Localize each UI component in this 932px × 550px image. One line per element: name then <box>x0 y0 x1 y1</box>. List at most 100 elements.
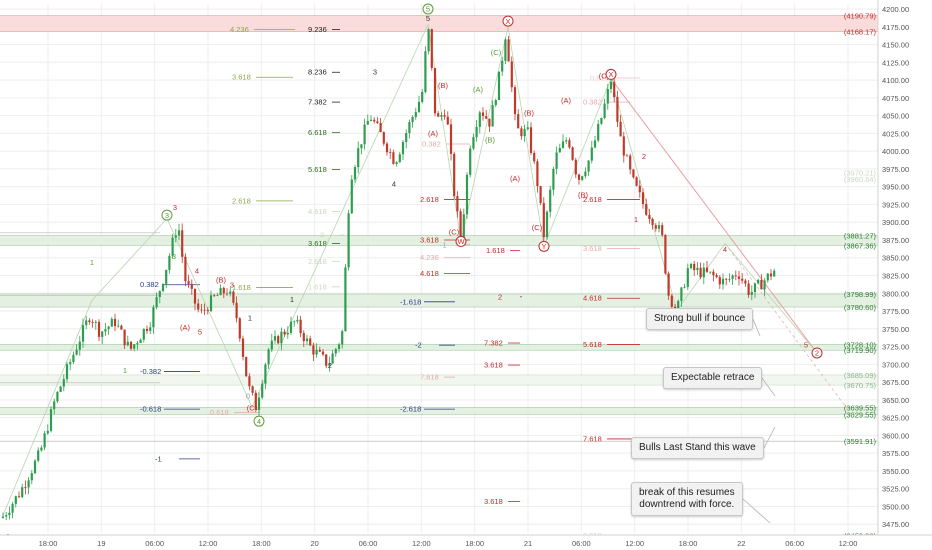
candle-body <box>424 51 427 93</box>
y-tick-label: 3950.00 <box>882 183 909 192</box>
candle-body <box>513 87 517 115</box>
candle-body <box>667 273 670 296</box>
candle-body <box>142 328 145 340</box>
candle-body <box>241 338 245 357</box>
zone-label: (3639.55) <box>844 403 877 412</box>
candle-body <box>222 287 225 294</box>
candle-body <box>59 386 62 392</box>
wave-circle-label: 5 <box>426 5 430 14</box>
candle-body <box>91 322 94 323</box>
fib-label: -0.382 <box>140 367 161 376</box>
candle-body <box>197 303 200 310</box>
candle-body <box>721 278 725 285</box>
candle-body <box>366 120 369 125</box>
candle-body <box>72 354 75 363</box>
candle-body <box>229 291 232 294</box>
candle-body <box>453 153 456 197</box>
candle-body <box>225 293 229 295</box>
x-tick-label: 20 <box>310 539 318 548</box>
y-tick-label: 3500.00 <box>882 502 909 511</box>
candle-body <box>568 140 571 148</box>
candle-body <box>392 152 395 164</box>
candle-body <box>110 318 113 327</box>
fib-label: 3 <box>320 230 324 239</box>
candle-body <box>654 225 657 229</box>
candle-body <box>661 225 664 235</box>
candle-body <box>245 356 248 377</box>
wave-circle <box>253 415 265 427</box>
x-tick-label: 22 <box>737 539 745 548</box>
wave-circle <box>605 68 617 80</box>
projection-line <box>610 78 818 354</box>
candle-body <box>56 391 59 402</box>
candle-body <box>181 230 184 257</box>
candle-body <box>117 325 120 327</box>
candle-body <box>616 97 619 122</box>
candle-body <box>216 295 219 296</box>
wave-circle <box>455 235 467 247</box>
candle-body <box>625 155 629 157</box>
candle-body <box>312 345 315 355</box>
candle-body <box>734 275 737 277</box>
wave-circle-label: 3 <box>165 211 169 220</box>
annotation-text: Bulls Last Stand this wave <box>639 442 756 453</box>
candle-body <box>635 177 638 186</box>
x-tick-label: 18:00 <box>252 539 271 548</box>
candle-body <box>315 349 318 355</box>
price-zones: (4190.79) (4168.17) (3881.27)(3867.36) (379… <box>0 12 878 545</box>
candle-body <box>264 364 267 384</box>
candle-body <box>11 503 14 513</box>
candle-body <box>107 326 110 330</box>
price-zone <box>0 374 878 386</box>
wave-circle <box>422 3 434 15</box>
candle-body <box>219 287 222 296</box>
wave-labels: 5 3 4 2 1 (A) (B) (C) (A) (B) (C) (B) (A) (C) (A) (B) (C… <box>6 3 823 541</box>
candle-body <box>411 116 414 123</box>
price-zone <box>0 293 878 308</box>
candle-body <box>536 161 539 187</box>
candle-body <box>46 430 49 434</box>
candle-body <box>155 297 158 308</box>
y-tick-label: 3625.00 <box>882 414 909 423</box>
x-tick-label: 18:00 <box>465 539 484 548</box>
candle-body <box>584 171 587 177</box>
wave-label: 1 <box>290 295 294 304</box>
candle-body <box>763 280 766 290</box>
candle-body <box>574 159 577 175</box>
candle-body <box>593 140 597 148</box>
annotation-text: downtrend with force. <box>639 499 735 510</box>
wave-label: (B) <box>578 190 589 199</box>
annotation-text: break of this resumes <box>639 487 735 498</box>
candle-body <box>475 126 478 138</box>
candle-body <box>638 185 641 193</box>
candle-body <box>33 460 37 474</box>
candle-body <box>744 280 747 284</box>
zone-label: (3685.09) <box>844 371 877 380</box>
candle-body <box>699 267 702 278</box>
y-tick-label: 3725.00 <box>882 343 909 352</box>
wave-label: 4 <box>392 180 396 189</box>
candle-body <box>174 235 177 238</box>
candle-body <box>120 325 123 330</box>
y-tick-label: 3475.00 <box>882 520 909 529</box>
wave-circle <box>161 209 173 221</box>
candle-body <box>280 331 283 344</box>
fib-label: 4.618 <box>308 207 327 216</box>
y-tick-label: 3650.00 <box>882 396 909 405</box>
candle-body <box>750 292 753 295</box>
wave-label: 5 <box>426 14 430 23</box>
candle-body <box>725 278 728 280</box>
candle-body <box>200 309 203 311</box>
candle-body <box>689 263 693 269</box>
candle-body <box>728 278 731 280</box>
fib-label: 3.618 <box>308 239 327 248</box>
wave-label: (A) <box>561 96 572 105</box>
zone-label: (3780.60) <box>844 303 877 312</box>
candle-body <box>651 218 654 226</box>
price-zone <box>0 407 878 415</box>
candle-body <box>510 61 513 88</box>
candle-body <box>737 276 741 279</box>
candle-body <box>101 331 104 337</box>
annotation-leader <box>752 318 761 337</box>
